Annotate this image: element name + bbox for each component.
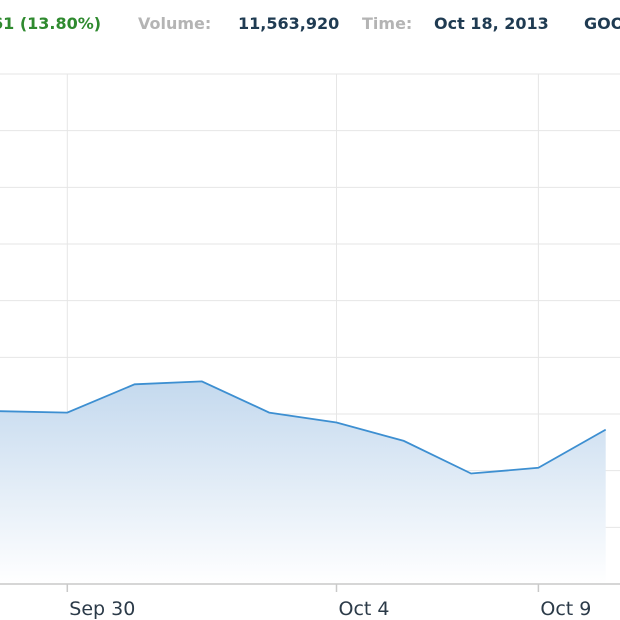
time-label: Time: [362,14,413,33]
volume-label: Volume: [138,14,212,33]
x-axis-ticks: Sep 30 Oct 4 Oct 9 [66,584,591,620]
price-area [0,381,606,584]
x-tick-label: Oct 4 [339,598,390,620]
x-tick-label: Sep 30 [69,598,135,620]
x-tick-label: Oct 9 [540,598,591,620]
price-change: 61 (13.80%) [0,14,102,33]
ticker-symbol: GOO [584,14,620,33]
time-value: Oct 18, 2013 [434,14,549,33]
price-line [0,380,607,475]
volume-value: 11,563,920 [238,14,340,33]
